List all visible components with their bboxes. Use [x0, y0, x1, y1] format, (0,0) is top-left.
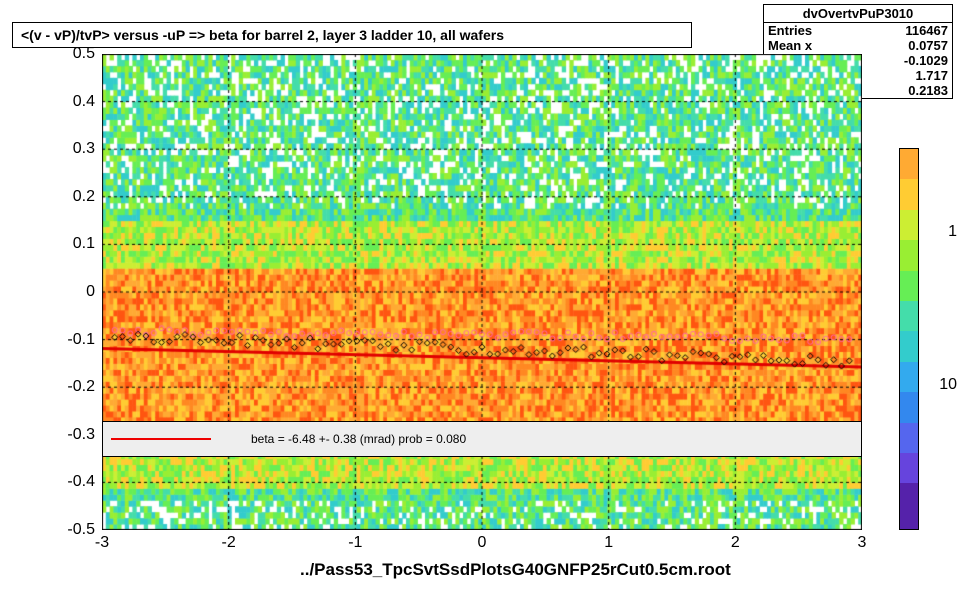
fit-legend: beta = -6.48 +- 0.38 (mrad) prob = 0.080	[102, 421, 862, 457]
x-tick-label: -1	[348, 534, 362, 552]
legend-text: beta = -6.48 +- 0.38 (mrad) prob = 0.080	[251, 432, 466, 446]
y-tick-label: -0.5	[45, 521, 95, 539]
x-tick-label: 2	[731, 534, 740, 552]
stats-val: 116467	[905, 23, 948, 38]
y-tick-label: 0.3	[45, 140, 95, 158]
y-tick-label: -0.4	[45, 473, 95, 491]
y-tick-label: 0.1	[45, 235, 95, 253]
y-tick-label: 0	[45, 283, 95, 301]
stats-label: Entries	[768, 23, 812, 38]
colorbar-label: 10	[939, 376, 957, 394]
y-tick-label: 0.4	[45, 93, 95, 111]
y-tick-label: -0.1	[45, 331, 95, 349]
colorbar-label: 1	[948, 223, 957, 241]
x-tick-label: -2	[222, 534, 236, 552]
legend-line-icon	[111, 438, 211, 440]
plot-area	[102, 54, 862, 530]
x-tick-label: 1	[604, 534, 613, 552]
y-tick-label: 0.2	[45, 188, 95, 206]
stats-val: -0.1029	[904, 53, 948, 68]
plot-title: <(v - vP)/tvP> versus -uP => beta for ba…	[12, 22, 692, 48]
y-tick-label: -0.2	[45, 378, 95, 396]
stats-label: Mean x	[768, 38, 812, 53]
hist-name: dvOvertvPuP3010	[764, 5, 952, 23]
x-tick-label: -3	[95, 534, 109, 552]
x-tick-label: 3	[858, 534, 867, 552]
y-tick-label: -0.3	[45, 426, 95, 444]
footer-filename: ../Pass53_TpcSvtSsdPlotsG40GNFP25rCut0.5…	[300, 560, 731, 580]
y-tick-label: 0.5	[45, 45, 95, 63]
colorbar	[899, 148, 919, 530]
stats-val: 0.0757	[908, 38, 948, 53]
stats-val: 1.717	[915, 68, 948, 83]
heatmap-canvas	[102, 54, 862, 530]
stats-val: 0.2183	[908, 83, 948, 98]
x-tick-label: 0	[478, 534, 487, 552]
